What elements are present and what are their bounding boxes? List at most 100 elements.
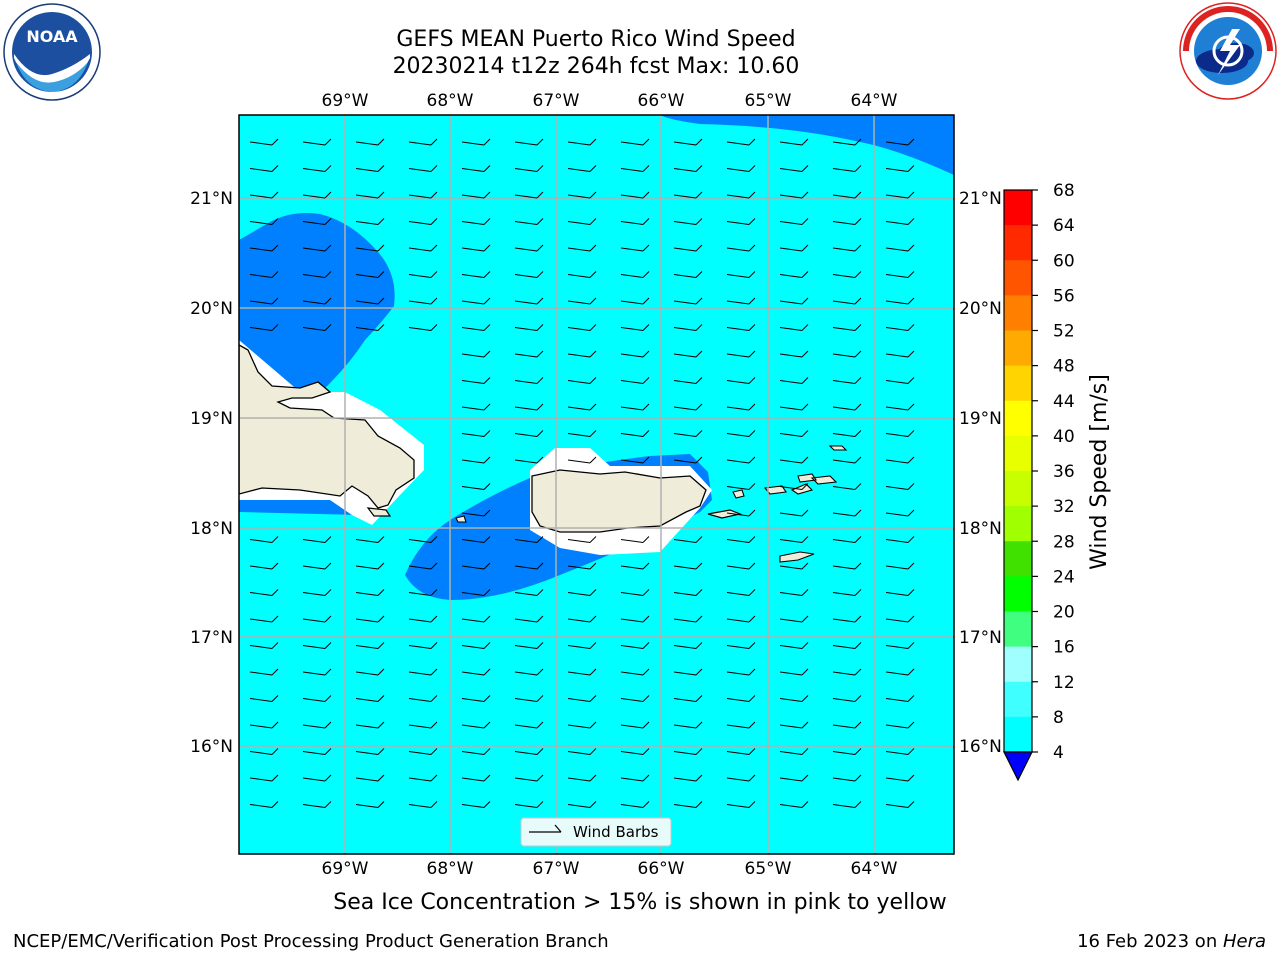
lat-label-right: 19°N [959,409,1002,429]
colorbar-segment [1004,506,1032,542]
colorbar-segment [1004,295,1032,331]
wind-barb [673,774,703,782]
wind-barb [779,774,809,782]
wind-barbs [249,138,915,808]
wind-barb [620,191,650,199]
wind-barb [673,244,703,252]
wind-barb [779,509,809,517]
colorbar-segment [1004,681,1032,718]
wind-barb [832,165,862,172]
wind-barb [249,165,279,172]
footer-credit: NCEP/EMC/Verification Post Processing Pr… [13,931,609,952]
wind-barb [567,244,597,252]
footer-host: Hera [1222,931,1266,952]
wind-barb [249,668,279,676]
wind-barb [461,721,491,729]
colorbar-segment [1004,400,1032,437]
wind-barb [249,536,279,543]
wind-barb [885,218,915,225]
wind-barb [779,297,809,305]
wind-barb [620,589,650,596]
wind-barb [302,615,332,623]
wind-barb [726,403,756,411]
wind-barb [302,218,332,225]
wind-barb [567,403,597,411]
wind-barb [832,218,862,225]
wind-barb [885,642,915,649]
wind-barb [355,801,385,808]
colorbar-extend-arrow [1003,751,1033,782]
wind-barb [620,350,650,358]
wind-barb [885,668,915,676]
wind-barb [514,801,544,808]
wind-barb [620,218,650,225]
wind-barb [567,774,597,782]
lat-label-right: 20°N [959,299,1002,319]
wind-barb [302,165,332,172]
lon-label-top: 67°W [533,91,580,111]
wind-barb [726,165,756,172]
wind-barb [408,191,438,199]
colorbar-tick-label: 64 [1053,216,1075,236]
wind-barb [779,695,809,702]
wind-barb [620,615,650,623]
wind-barb [726,324,756,331]
wind-barb [779,668,809,676]
wind-barb [567,748,597,755]
wind-barb [249,642,279,649]
wind-barb [620,244,650,252]
wind-barb [779,536,809,543]
lat-label-left: 21°N [190,189,233,209]
wind-barb [620,324,650,331]
lon-label-bottom: 67°W [533,859,580,879]
wind-barb [885,165,915,172]
wind-barb [567,589,597,596]
wind-barb [832,774,862,782]
lon-label-bottom: 64°W [851,859,898,879]
wind-barb [567,165,597,172]
wind-barb [567,456,597,464]
wind-barb [673,191,703,199]
wind-barb [461,748,491,755]
wind-barb [779,138,809,146]
wind-barb [302,589,332,596]
wind-barb [567,377,597,384]
wind-barb [779,377,809,384]
noaa-logo-icon: NOAA [3,3,101,101]
wind-barb [355,138,385,146]
wind-barb [885,403,915,411]
colorbar-tick-label: 12 [1053,673,1075,693]
wind-barb [673,377,703,384]
wind-barb [408,562,438,570]
wind-barb [620,377,650,384]
legend-barb-icon-flag [554,824,562,833]
wind-barb [726,748,756,755]
wind-barb [673,218,703,225]
land-hispaniola [239,344,415,509]
wind-barb [832,350,862,358]
wind-barb [302,642,332,649]
wind-barb [302,668,332,676]
wind-barb [832,562,862,570]
wind-band-4-8-strip [239,500,360,515]
wind-barb [620,138,650,146]
wind-barb [885,748,915,755]
wind-barb [514,748,544,755]
wind-barb [726,138,756,146]
wind-barb [726,536,756,543]
wind-barb [620,271,650,278]
wind-barb [514,377,544,384]
wind-barb [779,721,809,729]
wind-barb [249,244,279,252]
wind-barb [673,297,703,305]
chart-title: GEFS MEAN Puerto Rico Wind Speed [396,27,796,52]
wind-barb [355,271,385,278]
wind-barb [408,271,438,278]
wind-barb [726,509,756,517]
wind-barb [461,324,491,331]
wind-barb [885,721,915,729]
wind-barb [620,456,650,464]
wind-barb [302,801,332,808]
wind-barb [461,774,491,782]
wind-barb [355,748,385,755]
